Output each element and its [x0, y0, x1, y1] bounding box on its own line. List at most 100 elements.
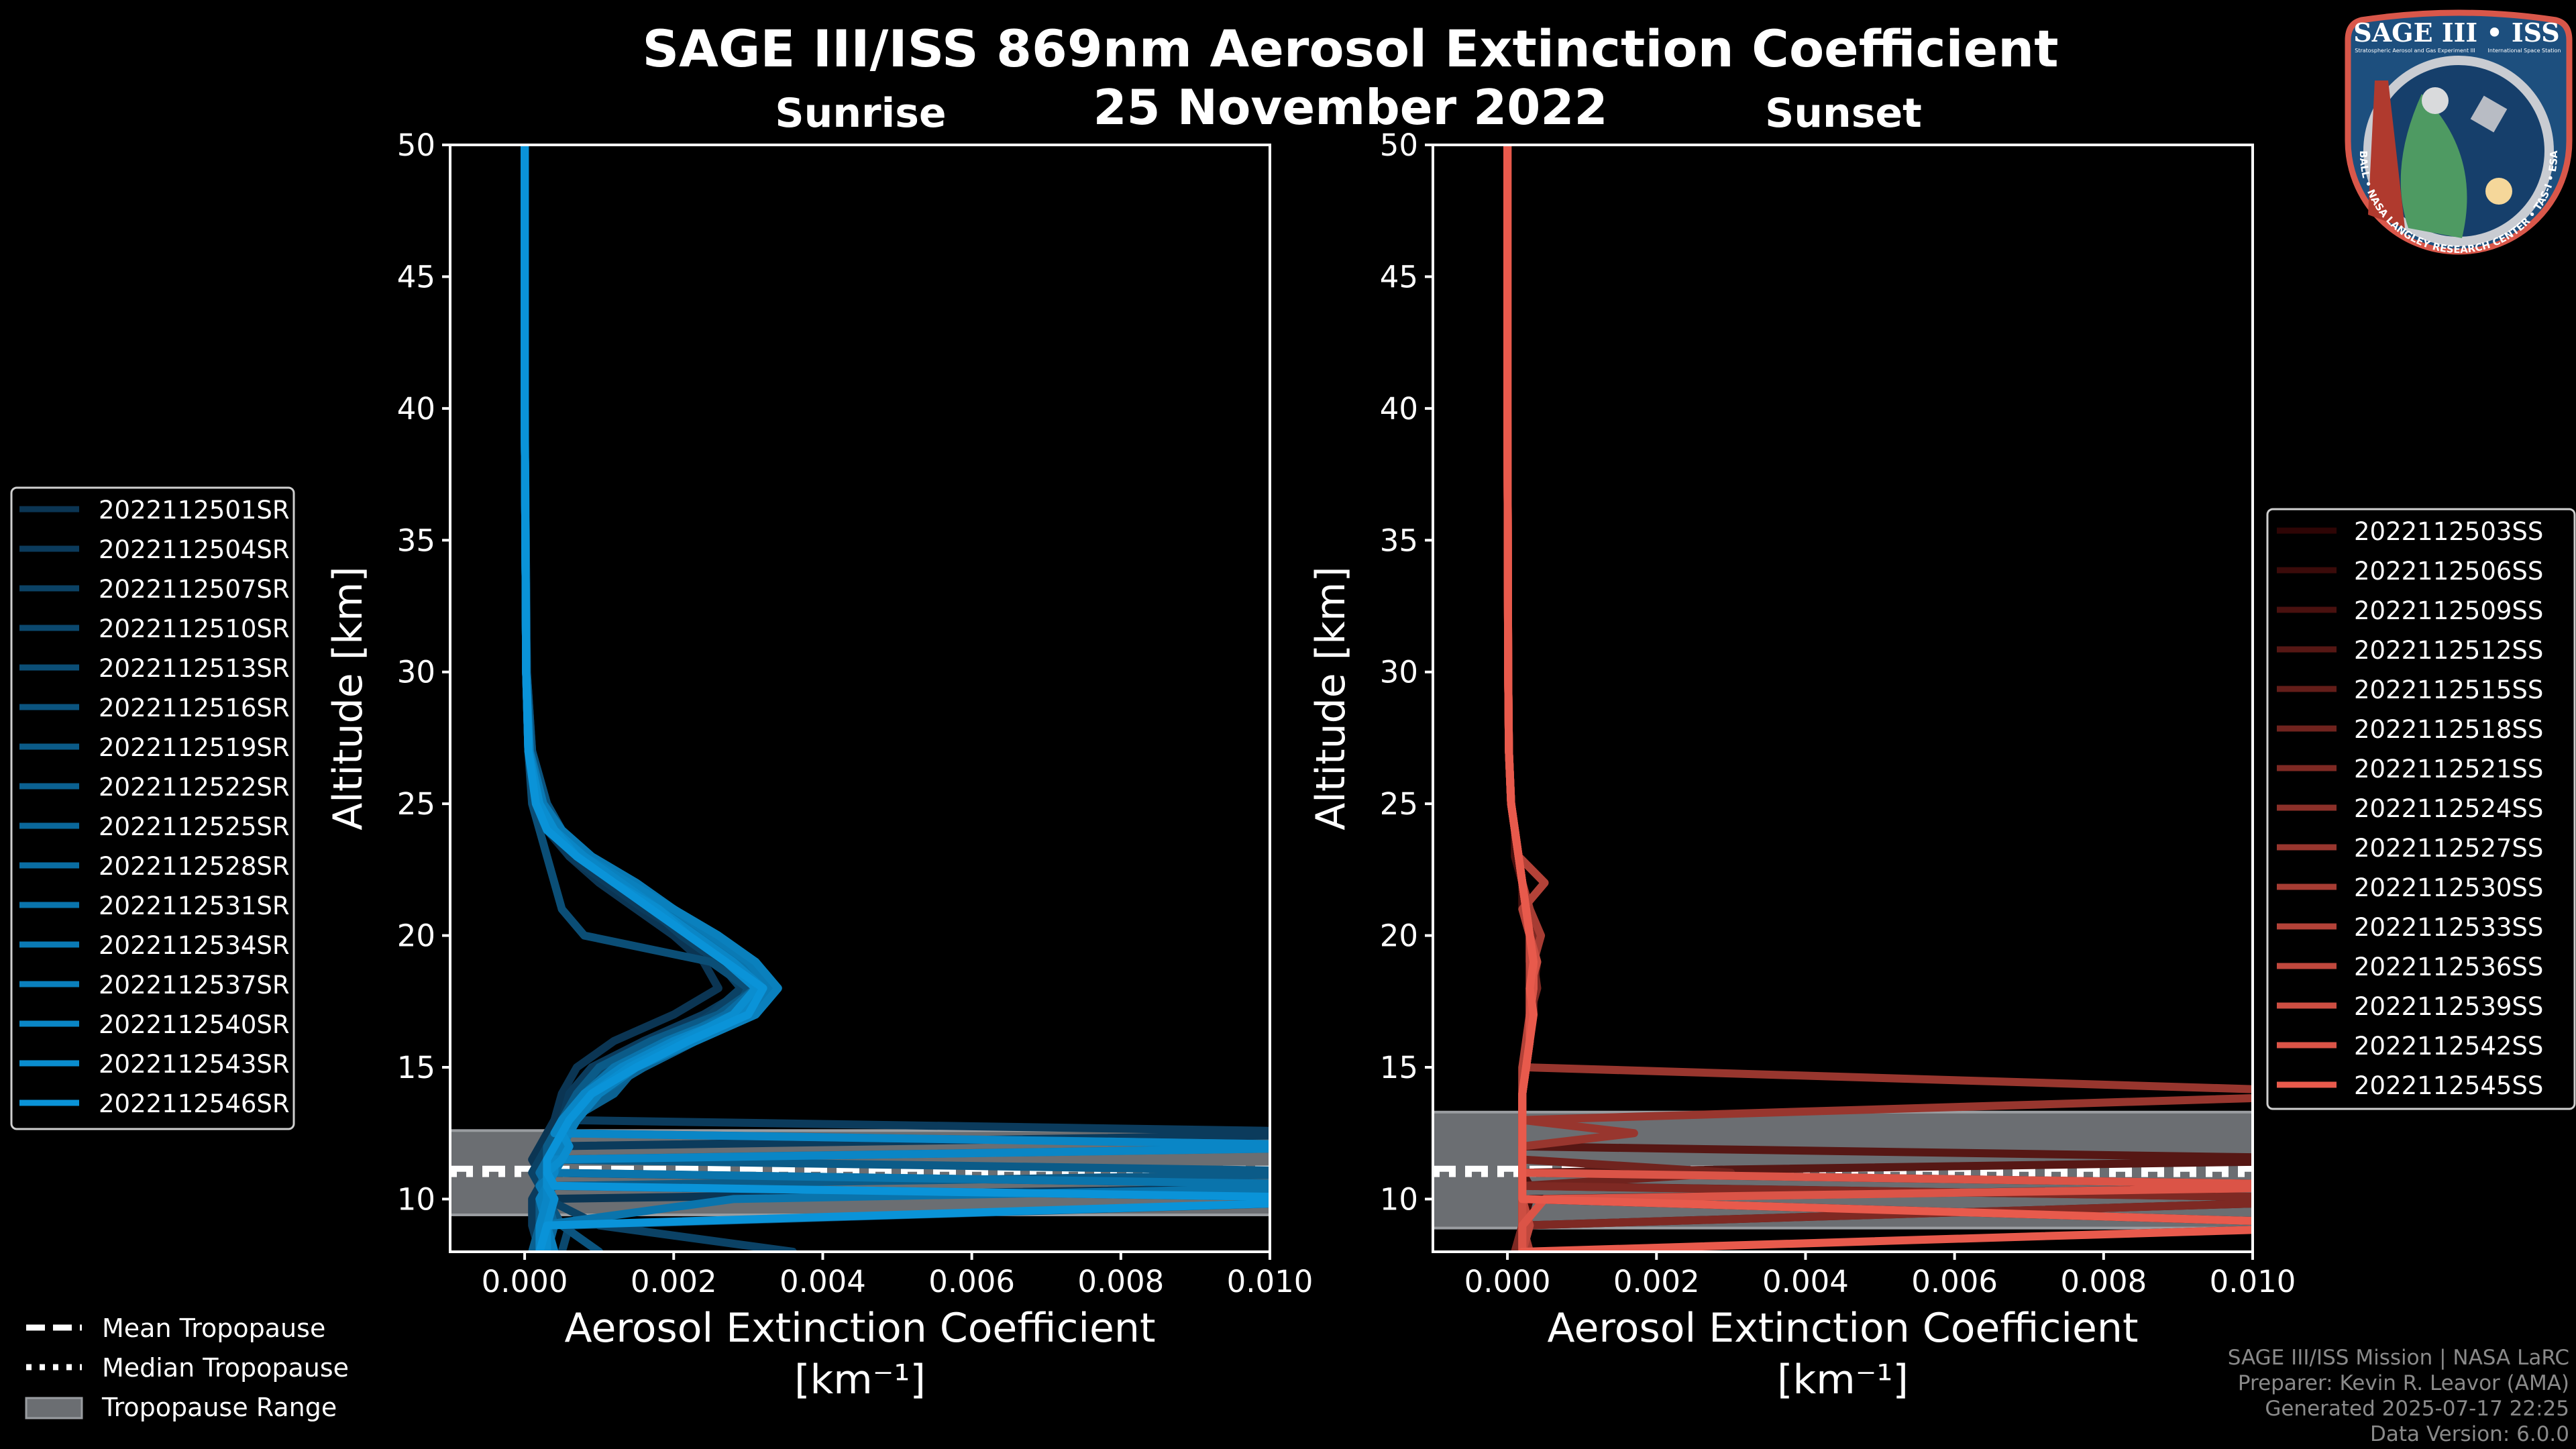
legend-label-2022112531SR: 2022112531SR	[99, 892, 290, 920]
x-tick-label: 0.008	[1077, 1264, 1164, 1299]
series-line-2022112543SR	[521, 145, 760, 1252]
earth-icon	[2400, 94, 2467, 238]
x-tick-label: 0.000	[482, 1264, 568, 1299]
moon-icon	[2422, 87, 2449, 114]
legend-label-2022112507SR: 2022112507SR	[99, 575, 290, 604]
y-tick-label: 15	[397, 1050, 435, 1085]
sun-icon	[2485, 178, 2512, 205]
legend-label-2022112518SS: 2022112518SS	[2354, 715, 2543, 744]
legend-label-2022112536SS: 2022112536SS	[2354, 953, 2543, 981]
y-tick-label: 25	[1380, 786, 1418, 822]
x-axis-label: Aerosol Extinction Coefficient	[565, 1305, 1156, 1352]
legend-label-2022112543SR: 2022112543SR	[99, 1050, 290, 1079]
sunset-legend-box	[2266, 508, 2576, 1110]
x-tick-label: 0.010	[1227, 1264, 1313, 1299]
legend-label-2022112542SS: 2022112542SS	[2354, 1032, 2543, 1061]
median-tropopause-label: Median Tropopause	[102, 1353, 349, 1383]
logo-subtitle-right: International Space Station	[2488, 48, 2561, 54]
series-line-2022112510SR	[521, 145, 1270, 1252]
legend-label-2022112509SS: 2022112509SS	[2354, 596, 2543, 625]
x-tick-label: 0.006	[1911, 1264, 1998, 1299]
x-axis-label: Aerosol Extinction Coefficient	[1548, 1305, 2139, 1352]
y-tick-label: 35	[397, 523, 435, 558]
legend-label-2022112503SS: 2022112503SS	[2354, 517, 2543, 546]
legend-label-2022112512SS: 2022112512SS	[2354, 636, 2543, 665]
y-tick-label: 15	[1380, 1050, 1418, 1085]
y-tick-label: 50	[1380, 127, 1418, 163]
legend-label-2022112522SR: 2022112522SR	[99, 773, 290, 802]
logo-subtitle-left: Stratospheric Aerosol and Gas Experiment…	[2355, 48, 2475, 54]
tropopause-range-label: Tropopause Range	[101, 1393, 337, 1422]
legend-label-2022112524SS: 2022112524SS	[2354, 794, 2543, 823]
legend-label-2022112539SS: 2022112539SS	[2354, 992, 2543, 1021]
series-line-2022112501SR	[521, 145, 1270, 1252]
y-tick-label: 40	[1380, 391, 1418, 427]
legend-label-2022112519SR: 2022112519SR	[99, 733, 290, 762]
y-tick-label: 25	[397, 786, 435, 822]
sunset-subtitle: Sunset	[1765, 90, 1922, 137]
legend-label-2022112546SR: 2022112546SR	[99, 1089, 290, 1118]
series-line-2022112545SS	[1503, 145, 2253, 1252]
legend-label-2022112506SS: 2022112506SS	[2354, 557, 2543, 586]
legend-label-2022112537SR: 2022112537SR	[99, 971, 290, 1000]
legend-label-2022112540SR: 2022112540SR	[99, 1010, 290, 1039]
y-axis-label: Altitude [km]	[1307, 566, 1354, 830]
series-line-2022112516SR	[521, 145, 775, 1252]
x-axis-units: [km⁻¹]	[1777, 1356, 1909, 1403]
footer-preparer: Preparer: Kevin R. Leavor (AMA)	[2237, 1371, 2569, 1395]
legend-label-2022112513SR: 2022112513SR	[99, 654, 290, 683]
y-tick-label: 35	[1380, 523, 1418, 558]
sunrise-legend-box	[10, 486, 295, 1130]
axes-frame	[1432, 144, 2254, 1253]
y-tick-label: 40	[397, 391, 435, 427]
footer-mission: SAGE III/ISS Mission | NASA LaRC	[2227, 1346, 2569, 1370]
tropopause-range-swatch	[25, 1397, 83, 1419]
footer-version: Data Version: 6.0.0	[2369, 1422, 2569, 1446]
legend-label-2022112504SR: 2022112504SR	[99, 535, 290, 564]
legend-label-2022112545SS: 2022112545SS	[2354, 1071, 2543, 1100]
legend-label-2022112525SR: 2022112525SR	[99, 812, 290, 841]
series-line-2022112522SR	[521, 145, 1270, 1252]
legend-label-2022112501SR: 2022112501SR	[99, 496, 290, 525]
sunrise-subtitle: Sunrise	[775, 90, 947, 137]
series-line-2022112519SR	[521, 145, 1270, 1252]
y-tick-label: 50	[397, 127, 435, 163]
y-tick-label: 10	[397, 1181, 435, 1217]
legend-label-2022112527SS: 2022112527SS	[2354, 834, 2543, 863]
x-tick-label: 0.010	[2210, 1264, 2296, 1299]
x-tick-label: 0.002	[1613, 1264, 1700, 1299]
series-line-2022112513SR	[521, 145, 753, 1252]
y-tick-label: 10	[1380, 1181, 1418, 1217]
footer-generated: Generated 2025-07-17 22:25	[2265, 1397, 2569, 1421]
series-line-2022112531SR	[521, 145, 1270, 1252]
series-line-2022112504SR	[521, 145, 1270, 1252]
x-tick-label: 0.000	[1464, 1264, 1551, 1299]
chart-date: 25 November 2022	[1093, 79, 1608, 136]
legend-label-2022112528SR: 2022112528SR	[99, 852, 290, 881]
y-tick-label: 20	[397, 918, 435, 954]
legend-label-2022112533SS: 2022112533SS	[2354, 913, 2543, 942]
x-tick-label: 0.004	[780, 1264, 866, 1299]
y-tick-label: 20	[1380, 918, 1418, 954]
footer-credits: SAGE III/ISS Mission | NASA LaRC Prepare…	[2228, 1345, 2569, 1447]
y-tick-label: 30	[1380, 655, 1418, 690]
legend-label-2022112510SR: 2022112510SR	[99, 614, 290, 643]
x-tick-label: 0.004	[1762, 1264, 1849, 1299]
legend-label-2022112516SR: 2022112516SR	[99, 694, 290, 722]
series-line-2022112534SR	[521, 145, 775, 1252]
x-tick-label: 0.002	[631, 1264, 717, 1299]
wizard-figure-icon	[2368, 80, 2405, 228]
logo-title: SAGE III • ISS	[2353, 17, 2559, 48]
series-line-2022112518SS	[1503, 145, 1735, 1252]
axes-frame	[449, 144, 1271, 1253]
series-line-2022112546SR	[521, 145, 1270, 1252]
x-axis-units: [km⁻¹]	[794, 1356, 926, 1403]
y-tick-label: 30	[397, 655, 435, 690]
series-line-2022112540SR	[521, 145, 1270, 1252]
x-tick-label: 0.008	[2060, 1264, 2147, 1299]
legend-label-2022112521SS: 2022112521SS	[2354, 755, 2543, 784]
chart-title: SAGE III/ISS 869nm Aerosol Extinction Co…	[642, 19, 2059, 78]
y-tick-label: 45	[1380, 259, 1418, 294]
x-tick-label: 0.006	[928, 1264, 1015, 1299]
